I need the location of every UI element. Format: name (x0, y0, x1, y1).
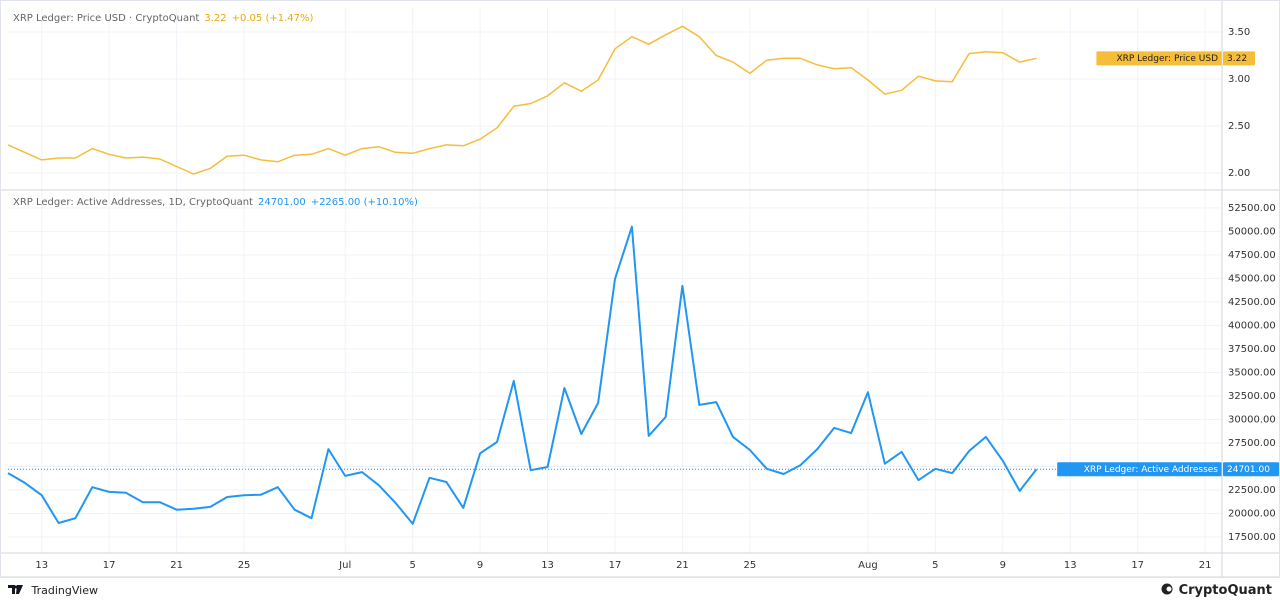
footer-right: CryptoQuant (1178, 583, 1272, 598)
series-line (7, 25, 1037, 175)
legend-change: +2265.00 (+10.10%) (310, 197, 418, 208)
y-tick-label: 32500.00 (1228, 391, 1276, 402)
tag-name: XRP Ledger: Price USD (1116, 54, 1218, 64)
x-tick-label: 9 (477, 560, 483, 571)
x-tick-label: 17 (609, 560, 622, 571)
footer-left: TradingView (31, 584, 98, 597)
x-tick-label: 9 (1000, 560, 1006, 571)
x-tick-label: 21 (676, 560, 689, 571)
legend-last: 3.22 (204, 13, 227, 24)
tag-value: 3.22 (1227, 54, 1247, 64)
legend-title: XRP Ledger: Price USD · CryptoQuant (13, 13, 200, 24)
y-tick-label: 42500.00 (1228, 297, 1276, 308)
y-tick-label: 20000.00 (1228, 509, 1276, 520)
series-line (7, 225, 1038, 525)
background (0, 0, 1280, 578)
price-legend: XRP Ledger: Price USD · CryptoQuant 3.22 +… (13, 13, 318, 24)
y-tick-label: 27500.00 (1228, 438, 1276, 449)
tag-value: 24701.00 (1227, 465, 1270, 475)
y-tick-label: 50000.00 (1228, 226, 1276, 237)
x-tick-label: Jul (338, 560, 351, 571)
tag-name-box (1057, 462, 1222, 477)
y-tick-label: 47500.00 (1228, 250, 1276, 261)
x-tick-label: 17 (103, 560, 116, 571)
legend-title: XRP Ledger: Active Addresses, 1D, Crypto… (13, 197, 253, 208)
tag-value-box (1223, 462, 1279, 477)
y-tick-label: 3.00 (1228, 74, 1250, 85)
x-tick-label: 21 (1199, 560, 1212, 571)
tag-name-box (1096, 51, 1222, 66)
y-tick-label: 45000.00 (1228, 273, 1276, 284)
legend-change: +0.05 (+1.47%) (231, 13, 314, 24)
x-tick-label: 17 (1131, 560, 1144, 571)
y-tick-label: 30000.00 (1228, 414, 1276, 425)
cryptoquant-brand: CryptoQuant (1160, 582, 1272, 598)
y-tick-label: 52500.00 (1228, 203, 1276, 214)
y-tick-label: 3.50 (1228, 27, 1250, 38)
x-tick-label: 13 (1064, 560, 1077, 571)
y-tick-label: 35000.00 (1228, 367, 1276, 378)
x-tick-label: 25 (238, 560, 251, 571)
y-tick-label: 40000.00 (1228, 320, 1276, 331)
tag-value-box (1223, 51, 1255, 66)
tradingview-brand: TradingView (8, 584, 98, 597)
x-tick-label: 21 (170, 560, 183, 571)
x-tick-label: Aug (858, 560, 878, 571)
x-tick-label: 13 (541, 560, 554, 571)
tradingview-logo (8, 585, 23, 594)
x-tick-label: 5 (932, 560, 938, 571)
y-tick-label: 2.00 (1228, 168, 1250, 179)
y-tick-label: 2.50 (1228, 121, 1250, 132)
x-tick-label: 13 (35, 560, 48, 571)
addresses-legend: XRP Ledger: Active Addresses, 1D, Crypto… (13, 197, 423, 208)
y-tick-label: 17500.00 (1228, 532, 1276, 543)
x-tick-label: 25 (744, 560, 757, 571)
y-tick-label: 22500.00 (1228, 485, 1276, 496)
y-tick-label: 37500.00 (1228, 344, 1276, 355)
legend-last: 24701.00 (257, 197, 306, 208)
tag-name: XRP Ledger: Active Addresses (1084, 465, 1219, 475)
cryptoquant-logo (1161, 583, 1173, 595)
x-tick-label: 5 (409, 560, 415, 571)
